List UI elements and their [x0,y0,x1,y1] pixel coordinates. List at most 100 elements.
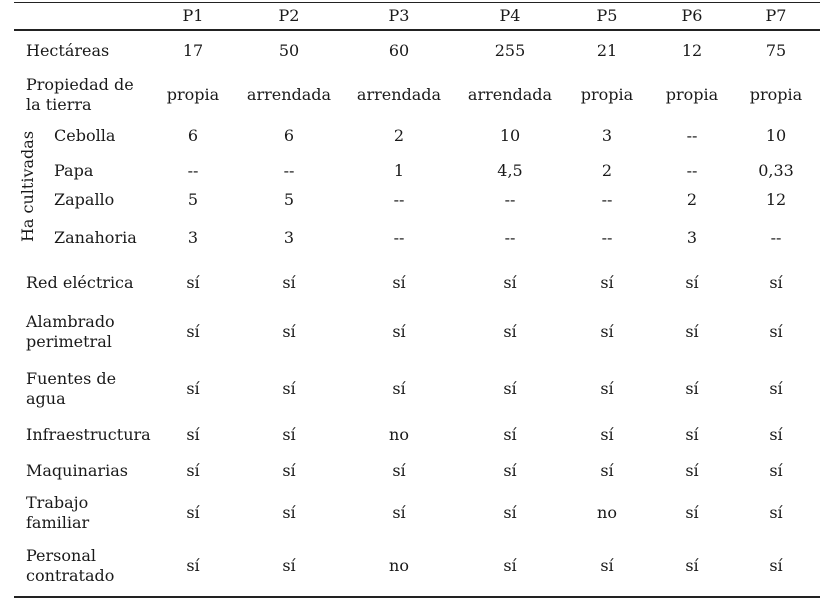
table-cell: sí [503,379,517,398]
row-label: Zapallo [54,190,115,209]
table-cell: 6 [187,126,199,145]
column-header-p3: P3 [388,6,410,25]
table-cell: sí [186,379,200,398]
table-cell: -- [504,228,516,247]
table-cell: sí [503,503,517,522]
table-cell: arrendada [467,85,553,104]
table-cell: 75 [765,41,787,60]
table-cell: 2 [601,161,613,180]
table-cell: no [389,556,409,575]
table-cell: sí [769,461,783,480]
table-cell: sí [186,322,200,341]
table-cell: propia [580,85,634,104]
table-cell: sí [769,556,783,575]
table-cell: sí [186,556,200,575]
row-label: Zanahoria [54,228,137,247]
table-cell: propia [166,85,220,104]
table-cell: sí [186,461,200,480]
table-cell: 5 [187,190,199,209]
column-header-p5: P5 [596,6,618,25]
table-cell: 0,33 [758,161,794,180]
table-cell: sí [186,425,200,444]
table-cell: sí [503,273,517,292]
row-label: Personal contratado [26,546,115,585]
table-cell: 12 [765,190,787,209]
table-cell: sí [392,273,406,292]
table-cell: -- [283,161,295,180]
table-cell: -- [393,190,405,209]
table-cell: 6 [283,126,295,145]
table-cell: sí [282,273,296,292]
table-cell: -- [770,228,782,247]
table-cell: sí [282,425,296,444]
table-cell: sí [769,425,783,444]
table-cell: sí [685,425,699,444]
table-cell: sí [685,379,699,398]
table-cell: 255 [494,41,526,60]
table-cell: no [389,425,409,444]
table-cell: 3 [686,228,698,247]
table-cell: sí [600,461,614,480]
table-cell: propia [749,85,803,104]
row-label: Hectáreas [26,41,110,60]
row-label: Maquinarias [26,461,128,480]
table-cell: sí [600,425,614,444]
table-cell: sí [282,556,296,575]
table-cell: arrendada [356,85,442,104]
table-cell: 17 [182,41,204,60]
table-cell: sí [392,322,406,341]
table-cell: sí [503,556,517,575]
table-cell: sí [282,379,296,398]
row-label: Alambrado perimetral [26,312,115,351]
table-cell: 2 [393,126,405,145]
table-cell: arrendada [246,85,332,104]
table-cell: sí [392,503,406,522]
table-cell: 3 [601,126,613,145]
table-cell: sí [503,322,517,341]
table-cell: sí [503,461,517,480]
table-cell: 1 [393,161,405,180]
table-cell: sí [186,273,200,292]
table-cell: sí [600,379,614,398]
table-cell: sí [769,503,783,522]
top-rule [14,2,820,3]
table-cell: 2 [686,190,698,209]
table-cell: sí [503,425,517,444]
table-cell: sí [600,273,614,292]
table-cell: 50 [278,41,300,60]
row-label: Infraestructura [26,425,151,444]
column-header-p2: P2 [278,6,300,25]
table-cell: 4,5 [497,161,523,180]
column-header-p1: P1 [182,6,204,25]
table-cell: sí [685,461,699,480]
table-cell: 3 [283,228,295,247]
column-header-p7: P7 [765,6,787,25]
table-cell: 60 [388,41,410,60]
table-cell: sí [685,503,699,522]
table-cell: sí [282,322,296,341]
table-cell: -- [187,161,199,180]
row-label: Fuentes de agua [26,369,117,408]
table-cell: sí [600,556,614,575]
group-label-ha-cultivadas: Ha cultivadas [18,130,38,242]
table-cell: sí [282,503,296,522]
table-cell: sí [685,322,699,341]
table-cell: sí [392,379,406,398]
table-cell: -- [504,190,516,209]
table-cell: 3 [187,228,199,247]
table-cell: -- [686,161,698,180]
header-rule [14,29,820,31]
table-cell: 5 [283,190,295,209]
table-cell: no [597,503,617,522]
table-cell: -- [601,190,613,209]
table-cell: sí [186,503,200,522]
table-cell: 10 [765,126,787,145]
row-label: Trabajo familiar [26,493,90,532]
table-cell: 21 [596,41,618,60]
table-cell: 10 [499,126,521,145]
table-cell: sí [769,322,783,341]
table-cell: sí [685,556,699,575]
table-cell: -- [601,228,613,247]
table-cell: -- [393,228,405,247]
